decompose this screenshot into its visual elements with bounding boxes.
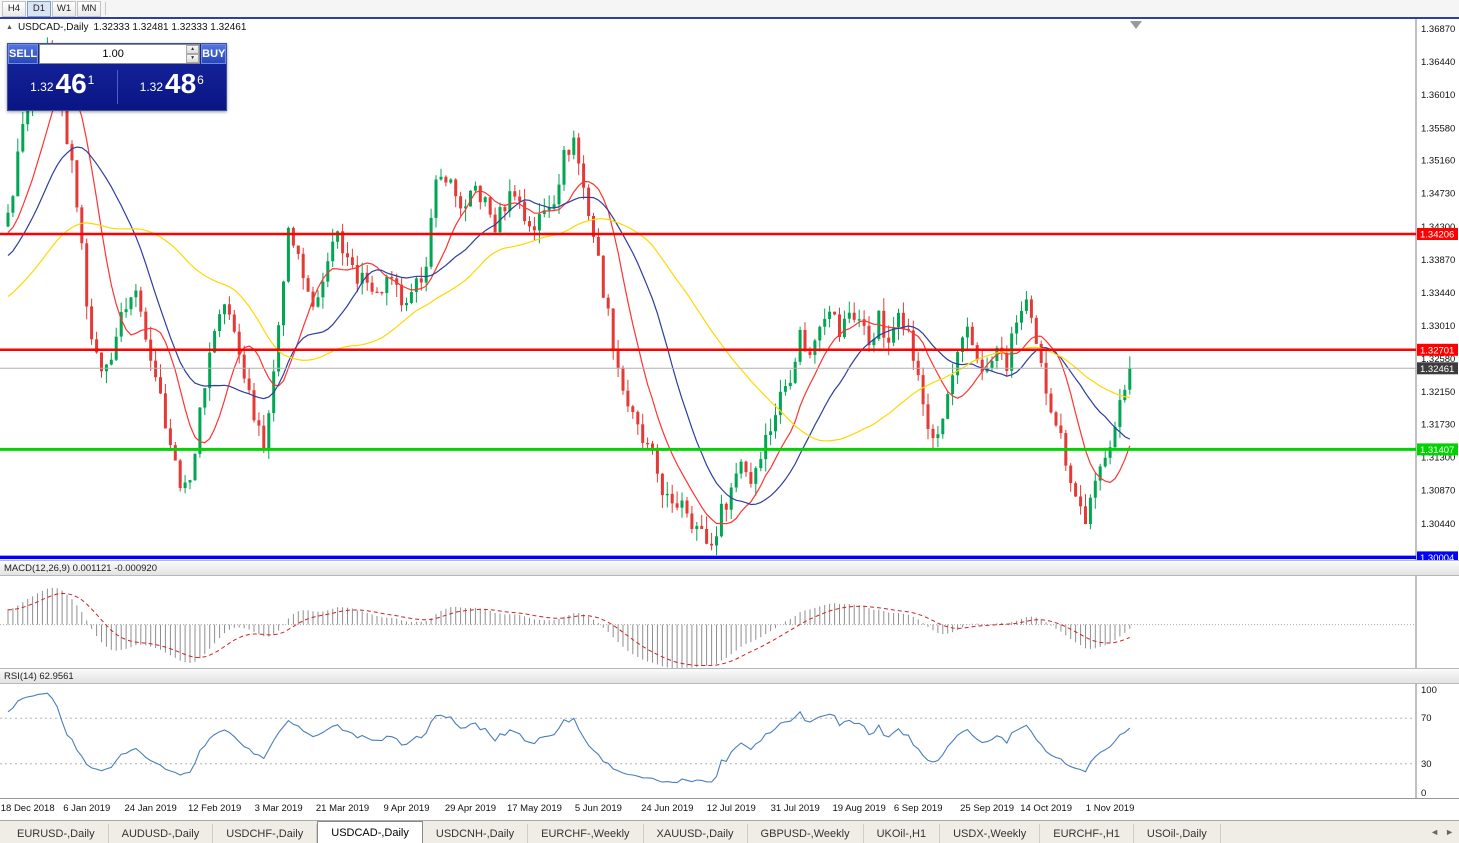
date-tick: 17 May 2019 xyxy=(506,803,562,814)
date-tick: 14 Oct 2019 xyxy=(1020,803,1072,814)
svg-text:1.36440: 1.36440 xyxy=(1421,57,1455,68)
chart-tabbar: EURUSD-,Daily AUDUSD-,Daily USDCHF-,Daily U… xyxy=(0,820,1459,843)
date-tick: 12 Jul 2019 xyxy=(706,803,756,814)
tabbar-scroll-left-icon[interactable]: ◄ xyxy=(1430,827,1440,837)
chart-tab-audusd-daily[interactable]: AUDUSD-,Daily xyxy=(109,824,214,843)
rsi-label: RSI(14) 62.9561 xyxy=(4,670,74,682)
buy-button[interactable]: BUY xyxy=(201,44,227,64)
timeframe-button-mn[interactable]: MN xyxy=(77,0,101,17)
date-tick: 5 Jun 2019 xyxy=(574,803,622,814)
svg-text:1.32701: 1.32701 xyxy=(1420,345,1454,356)
svg-text:0: 0 xyxy=(1421,788,1426,798)
volume-field: ▲ ▼ xyxy=(39,44,201,64)
date-tick: 21 Mar 2019 xyxy=(315,803,370,814)
svg-text:1.30004: 1.30004 xyxy=(1420,553,1454,560)
time-axis[interactable]: 18 Dec 2018 6 Jan 2019 24 Jan 2019 12 Feb 2… xyxy=(0,798,1459,820)
volume-input[interactable] xyxy=(40,45,187,63)
date-tick: 29 Apr 2019 xyxy=(444,803,497,814)
volume-increase-icon[interactable]: ▲ xyxy=(186,45,200,54)
chart-title: ▲ USDCAD-,Daily 1.32333 1.32481 1.32333 … xyxy=(6,22,246,33)
svg-text:1.31407: 1.31407 xyxy=(1420,445,1454,456)
toolbar-separator xyxy=(105,2,106,15)
price-divider xyxy=(116,70,118,104)
chart-tab-eurchf-weekly[interactable]: EURCHF-,Weekly xyxy=(528,824,644,843)
date-tick: 31 Jul 2019 xyxy=(770,803,820,814)
sell-price-big: 46 xyxy=(55,67,87,99)
svg-text:1.32580: 1.32580 xyxy=(1421,354,1455,365)
chart-tab-gbpusd-weekly[interactable]: GBPUSD-,Weekly xyxy=(748,824,864,843)
rsi-canvas[interactable]: 100 70 30 0 xyxy=(0,684,1459,798)
svg-text:1.34730: 1.34730 xyxy=(1421,189,1455,200)
date-tick: 6 Jan 2019 xyxy=(63,803,111,814)
chart-tab-usdcad-daily[interactable]: USDCAD-,Daily xyxy=(317,821,423,843)
chart-tab-eurusd-daily[interactable]: EURUSD-,Daily xyxy=(4,824,109,843)
chart-tab-usdcnh-daily[interactable]: USDCNH-,Daily xyxy=(423,824,529,843)
timeframe-button-h4[interactable]: H4 xyxy=(2,0,26,17)
buy-price-big: 48 xyxy=(165,67,197,99)
svg-text:1.33870: 1.33870 xyxy=(1421,255,1455,266)
date-tick: 6 Sep 2019 xyxy=(893,803,943,814)
svg-text:1.34206: 1.34206 xyxy=(1420,230,1454,241)
sell-price-display: 1.32 46 1 xyxy=(8,67,117,103)
svg-text:1.36870: 1.36870 xyxy=(1421,24,1455,35)
chart-ohlc-label: 1.32333 1.32481 1.32333 1.32461 xyxy=(93,22,247,33)
date-tick: 18 Dec 2018 xyxy=(0,803,55,814)
svg-text:1.30870: 1.30870 xyxy=(1421,486,1455,497)
chart-tab-ukoil-h1[interactable]: UKOil-,H1 xyxy=(864,824,941,843)
svg-text:1.30440: 1.30440 xyxy=(1421,519,1455,530)
svg-text:1.33010: 1.33010 xyxy=(1421,321,1455,332)
chart-tab-usoil-daily[interactable]: USOil-,Daily xyxy=(1134,824,1221,843)
date-tick: 9 Apr 2019 xyxy=(383,803,430,814)
svg-text:100: 100 xyxy=(1421,685,1437,696)
sell-price-sup: 1 xyxy=(87,72,95,87)
macd-canvas[interactable]: 9.051.689.0 xyxy=(0,576,1459,668)
date-tick: 1 Nov 2019 xyxy=(1085,803,1135,814)
chart-symbol-label: USDCAD-,Daily xyxy=(17,22,89,33)
svg-text:1.32150: 1.32150 xyxy=(1421,387,1455,398)
chart-tab-xauusd-daily[interactable]: XAUUSD-,Daily xyxy=(644,824,748,843)
svg-text:1.35580: 1.35580 xyxy=(1421,123,1455,134)
svg-text:1.31300: 1.31300 xyxy=(1421,453,1455,464)
date-tick: 24 Jan 2019 xyxy=(124,803,177,814)
buy-price-display: 1.32 48 6 xyxy=(118,67,227,103)
sell-button[interactable]: SELL xyxy=(8,44,39,64)
chart-shift-marker xyxy=(1130,21,1142,29)
macd-panel-header[interactable]: MACD(12,26,9) 0.001121 -0.000920 xyxy=(0,560,1459,576)
chart-tab-usdchf-daily[interactable]: USDCHF-,Daily xyxy=(213,824,318,843)
chart-tab-eurchf-h1[interactable]: EURCHF-,H1 xyxy=(1040,824,1134,843)
date-tick: 3 Mar 2019 xyxy=(254,803,303,814)
volume-spinner: ▲ ▼ xyxy=(186,45,200,63)
date-tick: 25 Sep 2019 xyxy=(960,803,1015,814)
buy-price-sup: 6 xyxy=(197,72,204,87)
svg-text:70: 70 xyxy=(1421,713,1432,724)
volume-decrease-icon[interactable]: ▼ xyxy=(186,54,200,63)
svg-text:1.33440: 1.33440 xyxy=(1421,288,1455,299)
svg-text:1.35160: 1.35160 xyxy=(1421,156,1455,167)
rsi-panel-header[interactable]: RSI(14) 62.9561 xyxy=(0,668,1459,684)
one-click-trade-panel: SELL ▲ ▼ BUY 1.32 46 1 1.32 48 6 xyxy=(7,43,227,111)
date-tick: 24 Jun 2019 xyxy=(641,803,694,814)
svg-text:30: 30 xyxy=(1421,759,1432,770)
date-tick: 12 Feb 2019 xyxy=(187,803,242,814)
timeframe-button-w1[interactable]: W1 xyxy=(52,0,76,17)
tabbar-arrows: ◄ ► xyxy=(1430,827,1454,837)
svg-text:1.36010: 1.36010 xyxy=(1421,90,1455,101)
buy-price-base: 1.32 xyxy=(139,79,163,94)
svg-text:1.34300: 1.34300 xyxy=(1421,222,1455,233)
timeframe-toolbar: H4 D1 W1 MN xyxy=(0,0,1459,17)
date-tick: 19 Aug 2019 xyxy=(832,803,886,814)
timeframe-button-d1[interactable]: D1 xyxy=(27,0,51,17)
main-chart-canvas[interactable]: 1.36870 1.36440 1.36010 1.35580 1.35160 1.347… xyxy=(0,19,1459,560)
chart-tabs: EURUSD-,Daily AUDUSD-,Daily USDCHF-,Daily U… xyxy=(4,821,1221,843)
svg-text:1.31730: 1.31730 xyxy=(1421,420,1455,431)
sell-price-base: 1.32 xyxy=(30,79,54,94)
tabbar-scroll-right-icon[interactable]: ► xyxy=(1445,827,1454,837)
macd-label: MACD(12,26,9) 0.001121 -0.000920 xyxy=(4,562,157,574)
window-edge xyxy=(0,17,1459,19)
chart-tab-usdx-weekly[interactable]: USDX-,Weekly xyxy=(940,824,1041,843)
one-click-collapse-icon[interactable]: ▲ xyxy=(6,24,13,31)
svg-text:1.32461: 1.32461 xyxy=(1420,364,1454,375)
